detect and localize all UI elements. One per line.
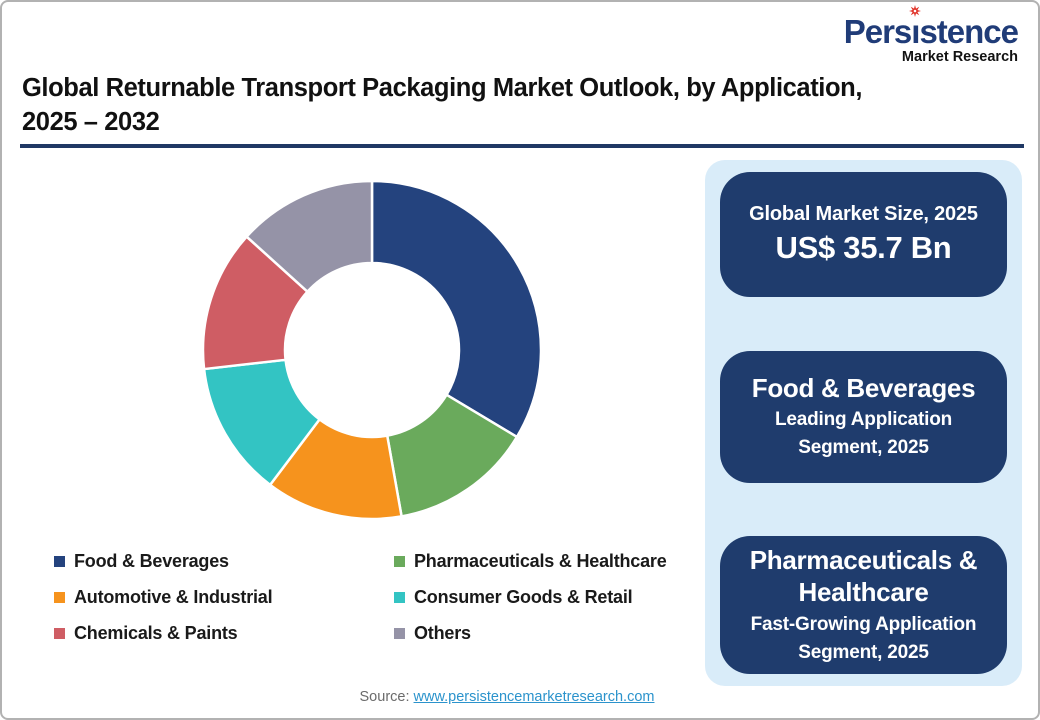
title-underline <box>20 144 1024 148</box>
page-title-line1: Global Returnable Transport Packaging Ma… <box>22 74 863 102</box>
fast-growing-segment-name: Pharmaceuticals & Healthcare <box>749 544 978 608</box>
page-title: Global Returnable Transport Packaging Ma… <box>22 72 1022 139</box>
legend-item: Consumer Goods & Retail <box>394 587 704 608</box>
legend-marker <box>54 592 65 603</box>
legend-marker <box>394 628 405 639</box>
legend-label: Consumer Goods & Retail <box>414 587 633 607</box>
brand-name-part: Pers <box>843 13 913 50</box>
donut-chart <box>201 179 543 521</box>
chart-legend: Food & Beverages Pharmaceuticals & Health… <box>54 551 704 644</box>
market-size-label: Global Market Size, 2025 <box>749 203 978 225</box>
legend-item: Others <box>394 623 704 644</box>
source-link[interactable]: www.persistencemarketresearch.com <box>413 689 655 705</box>
fast-growing-segment-caption: Fast-Growing Application Segment, 2025 <box>750 613 977 663</box>
brand-logo: Pers ıstence Market Research <box>843 5 1019 65</box>
legend-label: Food & Beverages <box>74 551 229 571</box>
donut-slice-others <box>245 179 374 293</box>
highlights-panel: Global Market Size, 2025 US$ 35.7 Bn Foo… <box>705 160 1022 686</box>
legend-marker <box>394 556 405 567</box>
legend-item: Pharmaceuticals & Healthcare <box>394 551 704 572</box>
brand-subtitle: Market Research <box>901 49 1018 65</box>
brand-name-part: stence <box>919 13 1019 50</box>
page-title-line2: 2025 – 2032 <box>22 107 160 136</box>
fast-growing-segment-card: Pharmaceuticals & Healthcare Fast-Growin… <box>720 536 1007 674</box>
source-label: Source: <box>359 689 410 705</box>
legend-marker <box>394 592 405 603</box>
brand-name-part: ı <box>911 13 920 50</box>
brand-i-with-star: ı <box>909 5 922 50</box>
leading-segment-caption: Leading Application Segment, 2025 <box>774 409 953 458</box>
brand-name: Pers ıstence <box>843 5 1019 50</box>
legend-marker <box>54 556 65 567</box>
leading-segment-name: Food & Beverages <box>751 372 976 403</box>
legend-label: Others <box>414 623 471 643</box>
source-line: Source: www.persistencemarketresearch.co… <box>2 689 1012 705</box>
legend-marker <box>54 628 65 639</box>
legend-item: Food & Beverages <box>54 551 394 572</box>
legend-label: Chemicals & Paints <box>74 623 238 643</box>
donut-slice-food-beverages <box>370 179 543 439</box>
legend-item: Chemicals & Paints <box>54 623 394 644</box>
market-size-value: US$ 35.7 Bn <box>775 230 952 265</box>
legend-label: Pharmaceuticals & Healthcare <box>414 551 667 571</box>
leading-segment-card: Food & Beverages Leading Application Seg… <box>720 350 1007 483</box>
legend-item: Automotive & Industrial <box>54 587 394 608</box>
market-size-card: Global Market Size, 2025 US$ 35.7 Bn <box>720 172 1007 297</box>
legend-label: Automotive & Industrial <box>74 587 273 607</box>
star-icon <box>909 5 922 17</box>
